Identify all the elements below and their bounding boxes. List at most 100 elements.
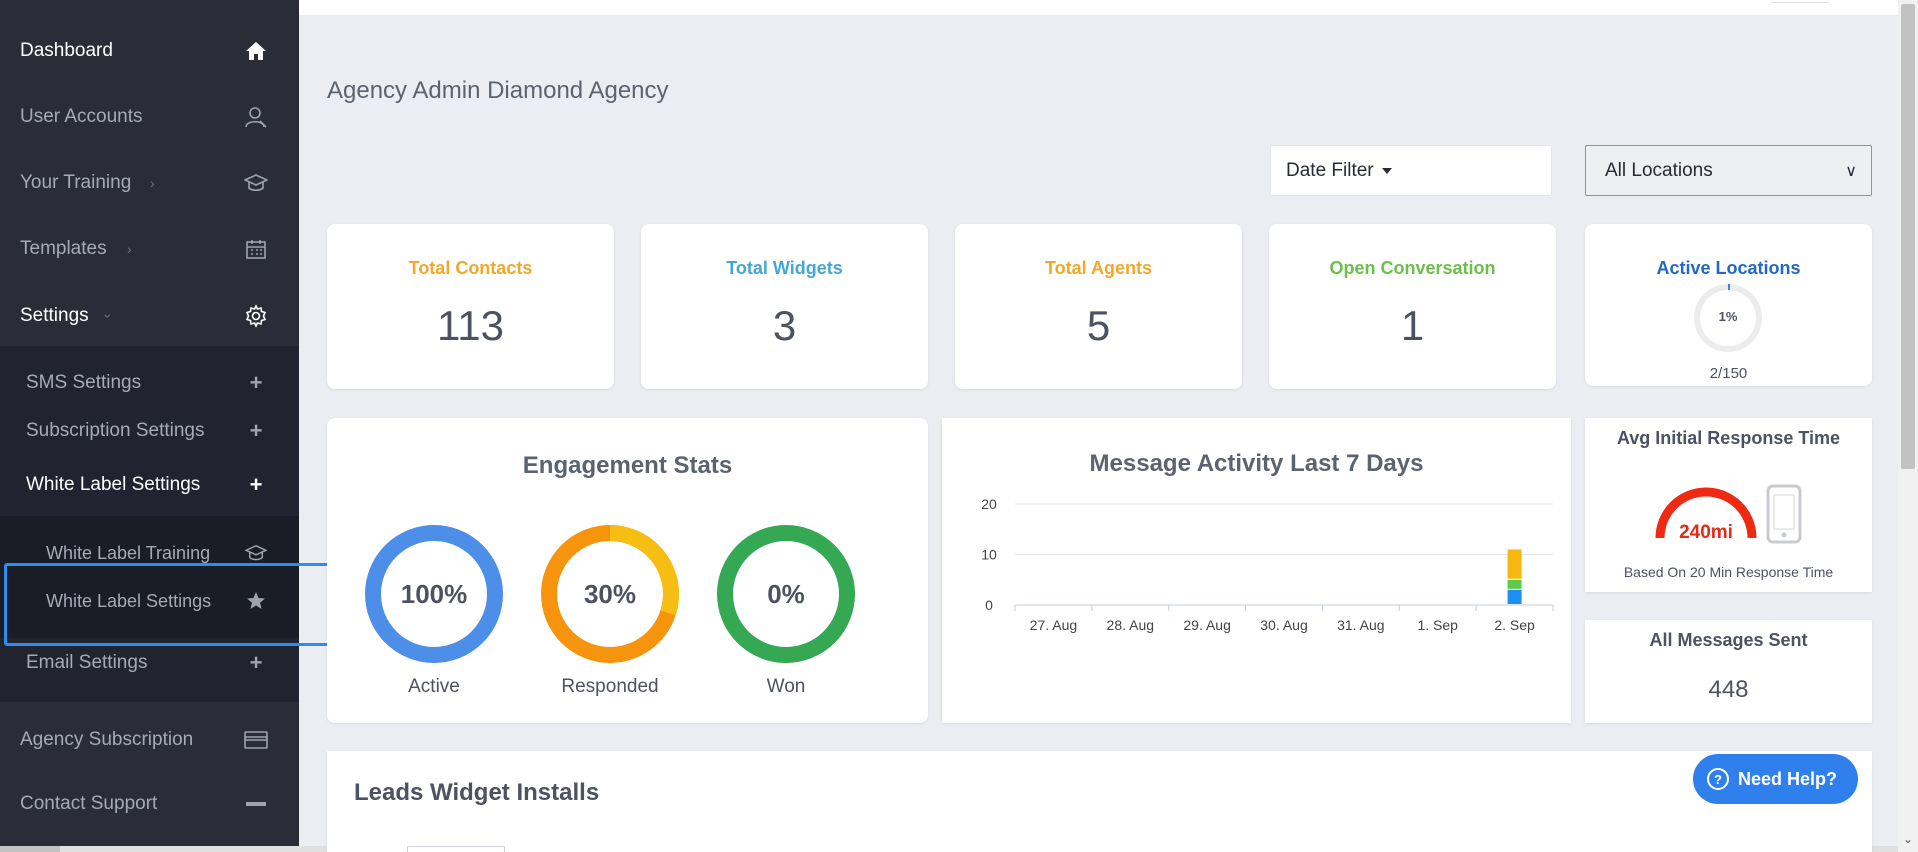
sidebar-item-label: SMS Settings (26, 372, 142, 393)
sidebar-item-settings[interactable]: Settings › (0, 287, 299, 345)
date-filter-label: Date Filter (1286, 159, 1374, 181)
stat-title: Total Contacts (408, 258, 533, 278)
donut-responded: 30% (540, 524, 680, 664)
plus-icon: + (249, 418, 263, 443)
x-tick-label: 29. Aug (1183, 617, 1231, 633)
sidebar-item-label: Email Settings (26, 652, 148, 673)
sidebar-item-white-label-training[interactable]: White Label Training (0, 533, 299, 573)
location-select-value: All Locations (1605, 159, 1713, 181)
gauge-value: 240mi (1679, 522, 1733, 543)
top-bar-edge (1770, 0, 1830, 3)
sidebar-item-email-settings[interactable]: Email Settings + (0, 641, 299, 685)
response-gauge (1655, 484, 1802, 544)
user-icon (243, 104, 269, 130)
donut-fill (541, 525, 679, 663)
stat-title: Active Locations (1656, 258, 1801, 278)
chart-title: Message Activity Last 7 Days (1089, 450, 1424, 477)
y-tick-label: 0 (985, 597, 993, 613)
scrollbar-thumb[interactable] (1901, 4, 1915, 469)
page-title: Agency Admin Diamond Agency (327, 77, 669, 104)
chevron-down-icon: › (100, 313, 117, 319)
stat-card-open-conversation: Open Conversation 1 (1269, 224, 1556, 389)
stat-value: 5 (1086, 302, 1111, 349)
location-select[interactable]: All Locations ∨ (1585, 145, 1872, 196)
donut-value: 30% (583, 579, 637, 609)
sidebar-item-label: White Label Settings (46, 590, 212, 611)
graduation-cap-icon (243, 170, 269, 196)
sidebar-item-contact-support[interactable]: Contact Support (0, 775, 299, 833)
credit-card-icon (243, 727, 269, 753)
question-icon: ? (1707, 768, 1729, 790)
sidebar-item-label: Subscription Settings (26, 420, 205, 441)
sidebar: Dashboard User Accounts Your Training › … (0, 0, 299, 852)
chevron-right-icon: › (150, 175, 155, 191)
sidebar-item-label: User Accounts (20, 106, 143, 127)
stat-value: 1 (1400, 302, 1425, 349)
scrollbar-thumb[interactable] (0, 846, 60, 852)
top-bar (299, 0, 1898, 15)
sidebar-item-your-training[interactable]: Your Training › (0, 154, 299, 212)
sidebar-item-label: Templates (20, 238, 107, 259)
vertical-scrollbar[interactable]: ⌄ (1898, 0, 1918, 852)
caret-down-icon (1381, 167, 1392, 174)
sidebar-item-label: Your Training (20, 172, 132, 193)
avg-response-card: Avg Initial Response Time 240mi Based On… (1585, 418, 1872, 592)
donut-value: 100% (400, 579, 468, 609)
avg-response-subtitle: Based On 20 Min Response Time (1623, 564, 1834, 580)
engagement-stats-card: Engagement Stats 100% Active 30% Respond… (327, 418, 928, 723)
donut-label: Active (408, 676, 460, 697)
stat-value: 113 (437, 302, 504, 349)
y-tick-label: 10 (981, 547, 997, 563)
sidebar-item-dashboard[interactable]: Dashboard (0, 22, 299, 80)
message-activity-card: Message Activity Last 7 Days 0 10 20 27. Au… (942, 418, 1571, 723)
donut-label: Won (766, 676, 806, 697)
active-locations-count: 2/150 (1709, 365, 1748, 382)
stat-title: Total Agents (1045, 258, 1152, 278)
sidebar-item-white-label-settings-page[interactable]: White Label Settings (0, 581, 299, 621)
bar-segment (1507, 589, 1522, 604)
ring-percent: 1% (1718, 309, 1738, 324)
star-icon (245, 590, 267, 612)
stat-card-active-locations: Active Locations 1% 2/150 (1585, 224, 1872, 386)
sidebar-item-sms-settings[interactable]: SMS Settings + (0, 361, 299, 405)
sidebar-item-label: Agency Subscription (20, 729, 194, 750)
donut-won: 0% (716, 524, 856, 664)
active-locations-ring: 1% (1692, 282, 1764, 354)
stat-value: 3 (772, 302, 797, 349)
sidebar-item-templates[interactable]: Templates › (0, 220, 299, 278)
calendar-icon (243, 236, 269, 262)
need-help-button[interactable]: ? Need Help? (1693, 754, 1858, 804)
sidebar-item-label: Dashboard (20, 40, 113, 61)
stat-card-total-agents: Total Agents 5 (955, 224, 1242, 389)
home-icon (243, 38, 269, 64)
engagement-title: Engagement Stats (522, 452, 733, 479)
bar-segment (1507, 579, 1522, 589)
stat-title: Total Widgets (726, 258, 843, 278)
phone-icon (1766, 484, 1802, 544)
leads-widget-card: Leads Widget Installs (327, 751, 1872, 852)
sidebar-item-label: White Label Settings (26, 474, 201, 495)
donut-value: 0% (767, 579, 805, 609)
plus-icon: + (249, 370, 263, 395)
bar-segment (1507, 549, 1522, 579)
donut-track (717, 525, 855, 663)
gear-icon (243, 303, 269, 329)
x-tick-label: 1. Sep (1417, 617, 1458, 633)
all-messages-value: 448 (1708, 676, 1749, 703)
date-filter-dropdown[interactable]: Date Filter (1270, 145, 1552, 196)
x-tick-label: 28. Aug (1107, 617, 1155, 633)
sidebar-item-white-label-settings[interactable]: White Label Settings + (0, 463, 299, 507)
avg-response-title: Avg Initial Response Time (1616, 428, 1841, 448)
sidebar-item-subscription-settings[interactable]: Subscription Settings + (0, 409, 299, 453)
need-help-label: Need Help? (1738, 768, 1838, 789)
graduation-cap-icon (245, 542, 267, 564)
x-tick-label: 31. Aug (1337, 617, 1385, 633)
leads-title: Leads Widget Installs (354, 779, 600, 806)
sidebar-item-user-accounts[interactable]: User Accounts (0, 88, 299, 146)
scroll-down-icon[interactable]: ⌄ (1903, 832, 1914, 846)
x-tick-label: 30. Aug (1260, 617, 1308, 633)
sidebar-item-agency-subscription[interactable]: Agency Subscription (0, 711, 299, 769)
chevron-right-icon: › (127, 241, 132, 257)
donut-label: Responded (561, 676, 659, 697)
donut-active: 100% (364, 524, 504, 664)
